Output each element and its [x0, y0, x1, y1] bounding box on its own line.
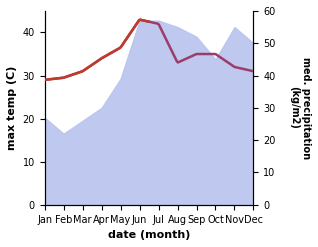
X-axis label: date (month): date (month) — [108, 230, 190, 240]
Y-axis label: max temp (C): max temp (C) — [7, 66, 17, 150]
Y-axis label: med. precipitation
(kg/m2): med. precipitation (kg/m2) — [289, 57, 311, 159]
